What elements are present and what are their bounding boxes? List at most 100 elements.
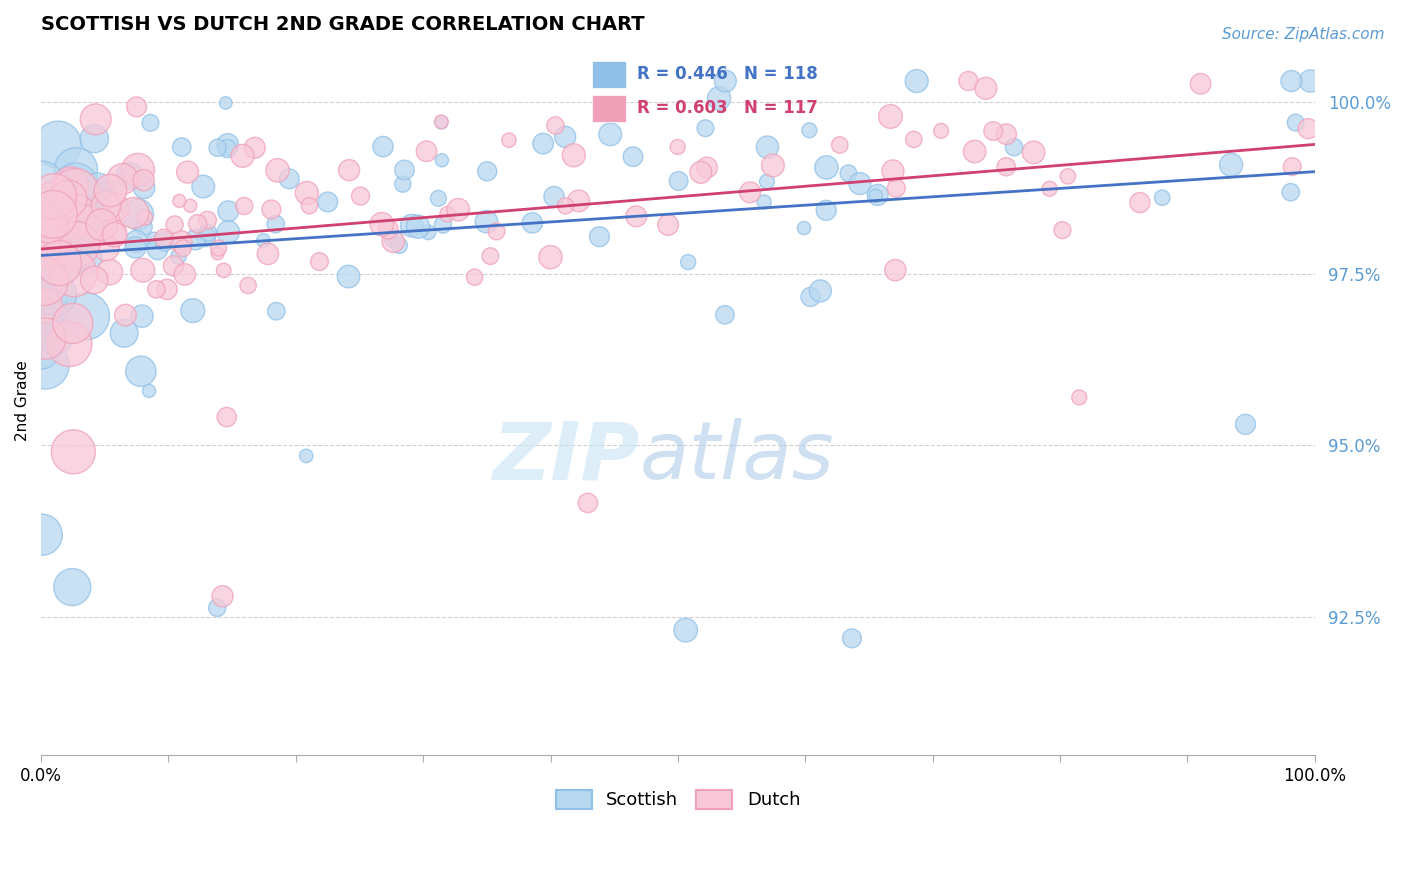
Point bbox=[905, 74, 928, 88]
Point bbox=[118, 169, 141, 183]
Point bbox=[337, 163, 360, 178]
Point bbox=[112, 326, 135, 341]
Point bbox=[42, 219, 65, 234]
Point bbox=[371, 139, 394, 153]
Point bbox=[981, 124, 1004, 138]
Point bbox=[41, 198, 63, 212]
Point bbox=[430, 115, 453, 129]
Point bbox=[34, 299, 56, 313]
Text: N = 118: N = 118 bbox=[744, 65, 817, 83]
Point bbox=[46, 137, 69, 152]
Point bbox=[122, 206, 145, 220]
Point bbox=[162, 259, 184, 273]
Point bbox=[828, 138, 851, 153]
Point bbox=[531, 136, 554, 151]
Point bbox=[808, 284, 831, 298]
Point bbox=[58, 337, 80, 351]
Point bbox=[1279, 185, 1302, 199]
Point bbox=[75, 310, 97, 324]
Point bbox=[134, 211, 156, 225]
Point bbox=[522, 216, 544, 230]
Point bbox=[1052, 223, 1074, 237]
Point bbox=[479, 249, 502, 263]
Point bbox=[38, 244, 60, 259]
Point bbox=[626, 209, 648, 223]
Point bbox=[187, 217, 209, 231]
Point bbox=[266, 304, 288, 318]
Point bbox=[125, 100, 148, 114]
Point bbox=[94, 199, 117, 213]
Point bbox=[84, 112, 107, 127]
Point bbox=[689, 165, 711, 179]
Point bbox=[207, 246, 229, 260]
Point bbox=[170, 235, 193, 249]
Point bbox=[543, 189, 565, 203]
Point bbox=[35, 235, 58, 250]
Point bbox=[39, 219, 62, 233]
Point bbox=[69, 229, 91, 244]
Point bbox=[41, 223, 63, 237]
Point bbox=[96, 241, 118, 255]
Text: N = 117: N = 117 bbox=[744, 99, 818, 117]
Point bbox=[153, 235, 176, 249]
Point bbox=[173, 268, 195, 282]
Point bbox=[132, 219, 155, 234]
Point bbox=[974, 81, 997, 95]
Point bbox=[882, 164, 904, 178]
Point bbox=[793, 221, 815, 235]
Point bbox=[544, 119, 567, 133]
Point bbox=[995, 160, 1018, 174]
Point bbox=[295, 186, 318, 200]
Point bbox=[257, 247, 280, 261]
Point bbox=[38, 235, 60, 250]
Point bbox=[132, 181, 155, 195]
Point bbox=[1002, 140, 1025, 154]
Point bbox=[394, 163, 416, 178]
Point bbox=[34, 358, 56, 372]
Point bbox=[63, 267, 86, 281]
Point bbox=[30, 213, 52, 227]
Point bbox=[377, 222, 399, 236]
Point bbox=[1022, 145, 1045, 160]
Point bbox=[138, 384, 160, 398]
Point bbox=[382, 234, 405, 248]
Point bbox=[84, 217, 107, 231]
Point bbox=[316, 194, 339, 209]
Point bbox=[1129, 195, 1152, 210]
Point bbox=[46, 227, 69, 241]
Point bbox=[179, 199, 201, 213]
Point bbox=[215, 410, 238, 425]
Point bbox=[156, 282, 179, 296]
Point bbox=[1281, 160, 1303, 174]
Point bbox=[298, 199, 321, 213]
Point bbox=[903, 132, 925, 146]
Point bbox=[63, 222, 86, 236]
Point bbox=[77, 209, 100, 223]
Point bbox=[427, 191, 450, 205]
Point bbox=[217, 225, 239, 239]
Point bbox=[42, 189, 65, 203]
Point bbox=[464, 270, 486, 285]
Point bbox=[56, 192, 79, 206]
Point bbox=[260, 202, 283, 217]
Point bbox=[60, 580, 83, 594]
Point bbox=[73, 250, 96, 264]
Point bbox=[963, 145, 986, 159]
Point bbox=[676, 255, 699, 269]
Point bbox=[124, 240, 146, 254]
Point bbox=[243, 141, 266, 155]
Point bbox=[205, 600, 228, 615]
Point bbox=[391, 177, 413, 191]
Point bbox=[127, 162, 149, 177]
Point bbox=[756, 140, 779, 154]
Point bbox=[184, 233, 207, 247]
Point bbox=[153, 231, 176, 245]
Text: Source: ZipAtlas.com: Source: ZipAtlas.com bbox=[1222, 27, 1385, 42]
Point bbox=[1057, 169, 1080, 184]
Text: R = 0.603: R = 0.603 bbox=[637, 99, 727, 117]
Point bbox=[97, 184, 120, 198]
Point bbox=[83, 131, 105, 145]
Point bbox=[430, 153, 453, 168]
Point bbox=[406, 219, 429, 234]
Point bbox=[169, 194, 191, 208]
